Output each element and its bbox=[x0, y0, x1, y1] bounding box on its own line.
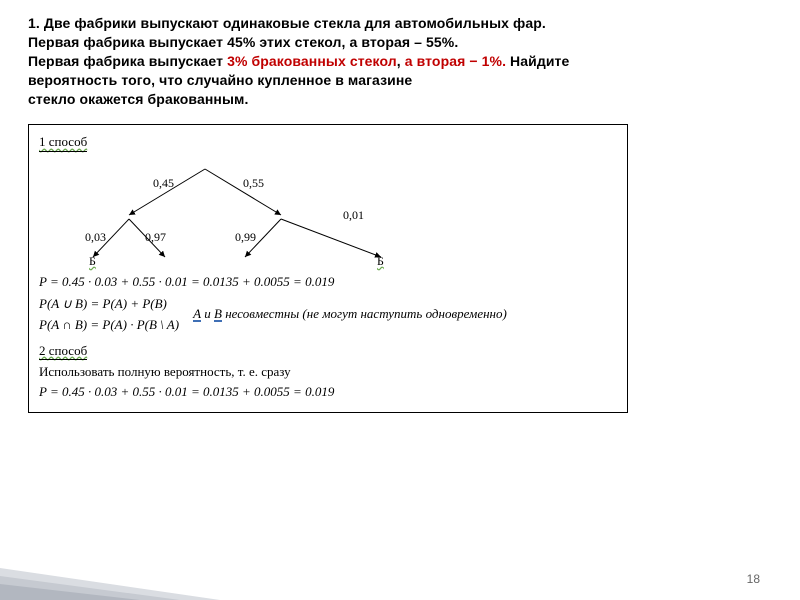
text: 2 способ bbox=[39, 343, 87, 358]
text: вероятность того, что случайно купленное… bbox=[28, 72, 412, 88]
text: и bbox=[201, 306, 214, 321]
text: B bbox=[214, 306, 222, 321]
text: A bbox=[193, 306, 201, 321]
tree-prob: 0,01 bbox=[343, 207, 364, 223]
method2-text: Использовать полную вероятность, т. е. с… bbox=[39, 363, 617, 381]
text: Первая фабрика выпускает bbox=[28, 53, 227, 69]
emphasis-text: 3% бракованных стекол bbox=[227, 53, 397, 69]
tree-svg bbox=[75, 157, 415, 267]
page-root: 1. Две фабрики выпускают одинаковые стек… bbox=[0, 0, 800, 600]
text: 55% bbox=[426, 34, 454, 50]
probability-tree: 0,45 0,55 0,03 0,97 0,99 0,01 Б Б bbox=[75, 157, 415, 267]
text: Первая фабрика выпускает bbox=[28, 34, 227, 50]
spacer bbox=[39, 336, 617, 342]
text: одинаковые стекла для автомобильных фар bbox=[223, 15, 542, 31]
text: . bbox=[454, 34, 458, 50]
text: этих стекол, а вторая – bbox=[255, 34, 426, 50]
emphasis-text: а вторая − 1%. bbox=[405, 53, 506, 69]
text: 1. Две фабрики выпускают bbox=[28, 15, 223, 31]
formula-block: P(A ∪ B) = P(A) + P(B) P(A ∩ B) = P(A) ·… bbox=[39, 293, 617, 336]
incompat-note: A и B несовместны (не могут наступить од… bbox=[193, 305, 507, 323]
union-formula: P(A ∪ B) = P(A) + P(B) bbox=[39, 295, 179, 313]
problem-statement: 1. Две фабрики выпускают одинаковые стек… bbox=[28, 14, 782, 108]
solution-box: 1 способ 0,45 0,55 0,03 bbox=[28, 124, 628, 413]
cond-formula: P(A ∩ B) = P(A) · P(B \ A) bbox=[39, 316, 179, 334]
text: стекло окажется бракованным. bbox=[28, 91, 248, 107]
text: несовместны (не могут наступить одноврем… bbox=[222, 306, 507, 321]
method1-label: 1 способ bbox=[39, 133, 87, 151]
formula-stack: P(A ∪ B) = P(A) + P(B) P(A ∩ B) = P(A) ·… bbox=[39, 293, 179, 336]
tree-prob: 0,55 bbox=[243, 175, 264, 191]
corner-decoration bbox=[0, 540, 220, 600]
text: . bbox=[542, 15, 546, 31]
tree-prob: 0,99 bbox=[235, 229, 256, 245]
tree-prob: 0,45 bbox=[153, 175, 174, 191]
tree-leaf: Б bbox=[89, 253, 96, 269]
calc-line: P = 0.45 · 0.03 + 0.55 · 0.01 = 0.0135 +… bbox=[39, 273, 617, 291]
text: Найдите bbox=[506, 53, 569, 69]
text: , bbox=[397, 53, 405, 69]
tree-prob: 0,97 bbox=[145, 229, 166, 245]
text: 1 способ bbox=[39, 134, 87, 149]
page-number: 18 bbox=[747, 572, 760, 586]
tree-leaf: Б bbox=[377, 253, 384, 269]
method2-label: 2 способ bbox=[39, 342, 87, 360]
calc-line-2: P = 0.45 · 0.03 + 0.55 · 0.01 = 0.0135 +… bbox=[39, 383, 617, 401]
text: 45% bbox=[227, 34, 255, 50]
tree-prob: 0,03 bbox=[85, 229, 106, 245]
